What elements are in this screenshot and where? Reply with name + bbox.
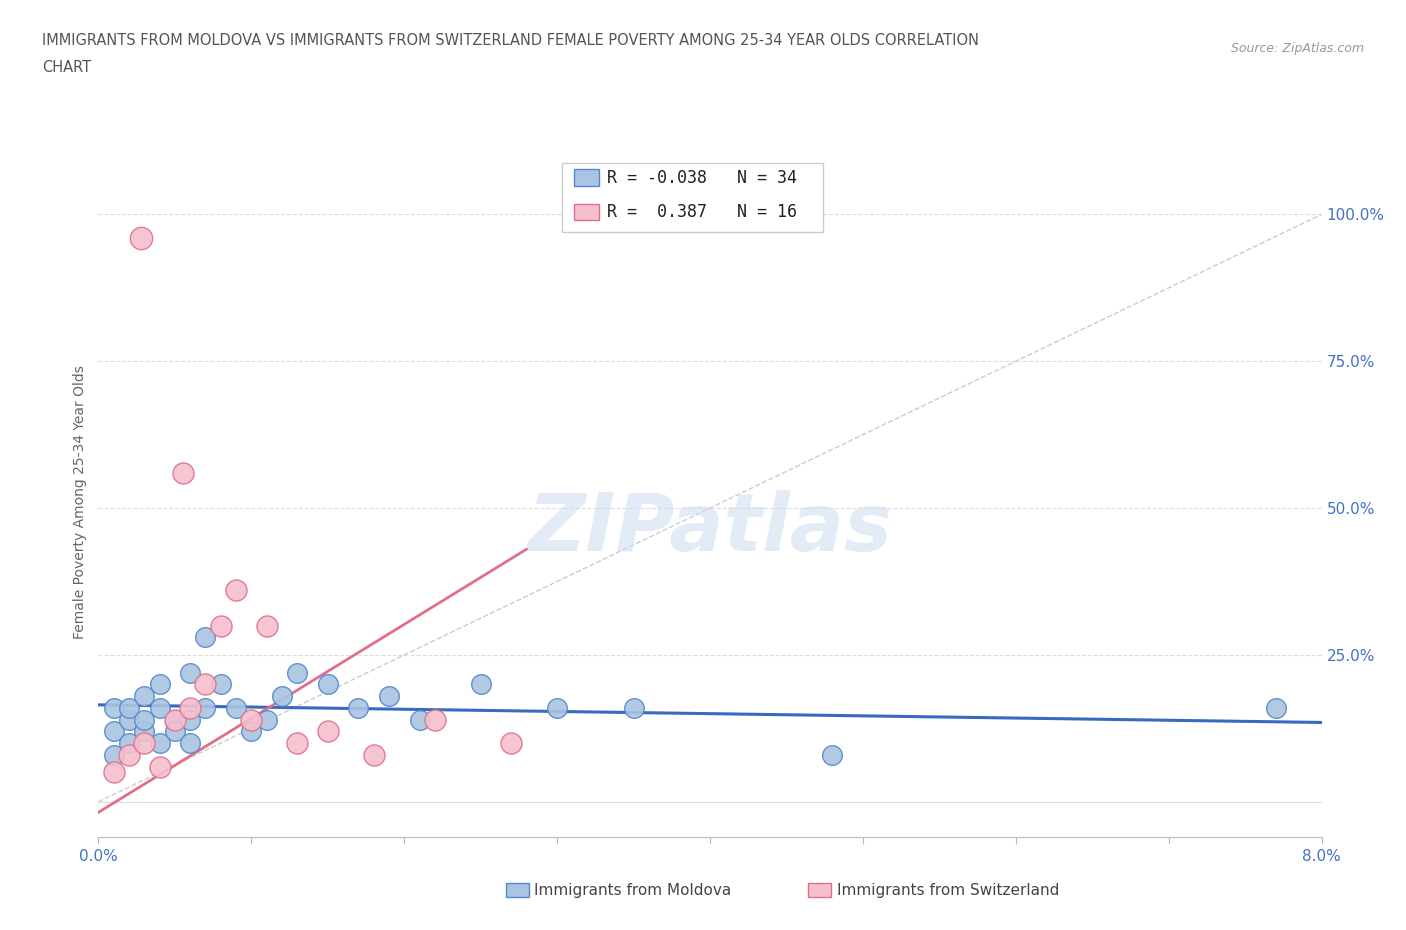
Point [103, 724, 125, 738]
Point [546, 700, 568, 715]
Point [118, 748, 141, 763]
Point [209, 677, 232, 692]
Text: CHART: CHART [42, 60, 91, 75]
Point [103, 748, 125, 763]
Point [285, 736, 308, 751]
Point [179, 700, 201, 715]
Point [163, 712, 186, 727]
Point [118, 736, 141, 751]
Point [256, 618, 278, 633]
Point [408, 712, 430, 727]
Point [118, 712, 141, 727]
Point [623, 700, 645, 715]
Point [118, 700, 141, 715]
Point [316, 677, 339, 692]
Point [378, 688, 401, 703]
Point [270, 688, 294, 703]
Point [501, 736, 523, 751]
Text: Immigrants from Switzerland: Immigrants from Switzerland [837, 883, 1059, 897]
Text: Immigrants from Moldova: Immigrants from Moldova [534, 883, 731, 897]
Point [134, 688, 156, 703]
Text: ZIPatlas: ZIPatlas [527, 490, 893, 568]
Point [179, 665, 201, 680]
Point [103, 700, 125, 715]
Point [1264, 700, 1286, 715]
Point [194, 630, 217, 644]
Text: R = -0.038   N = 34: R = -0.038 N = 34 [607, 168, 797, 187]
Text: IMMIGRANTS FROM MOLDOVA VS IMMIGRANTS FROM SWITZERLAND FEMALE POVERTY AMONG 25-3: IMMIGRANTS FROM MOLDOVA VS IMMIGRANTS FR… [42, 33, 979, 47]
Point [423, 712, 446, 727]
Point [163, 712, 186, 727]
Y-axis label: Female Poverty Among 25-34 Year Olds: Female Poverty Among 25-34 Year Olds [73, 365, 87, 639]
Point [103, 765, 125, 780]
Point [179, 712, 201, 727]
Point [470, 677, 492, 692]
Point [240, 724, 263, 738]
Point [256, 712, 278, 727]
Point [134, 712, 156, 727]
Point [194, 700, 217, 715]
Point [821, 748, 844, 763]
Point [240, 712, 263, 727]
Point [163, 724, 186, 738]
Text: R =  0.387   N = 16: R = 0.387 N = 16 [607, 203, 797, 221]
Point [129, 231, 152, 246]
Text: Source: ZipAtlas.com: Source: ZipAtlas.com [1230, 42, 1364, 55]
Point [134, 736, 156, 751]
Point [149, 736, 172, 751]
Point [225, 700, 247, 715]
Point [179, 736, 201, 751]
Point [172, 465, 194, 480]
Point [149, 759, 172, 774]
Point [225, 583, 247, 598]
Point [149, 700, 172, 715]
Point [209, 618, 232, 633]
Point [363, 748, 385, 763]
Point [285, 665, 308, 680]
Point [134, 724, 156, 738]
Point [316, 724, 339, 738]
Point [149, 677, 172, 692]
Point [347, 700, 370, 715]
Point [194, 677, 217, 692]
